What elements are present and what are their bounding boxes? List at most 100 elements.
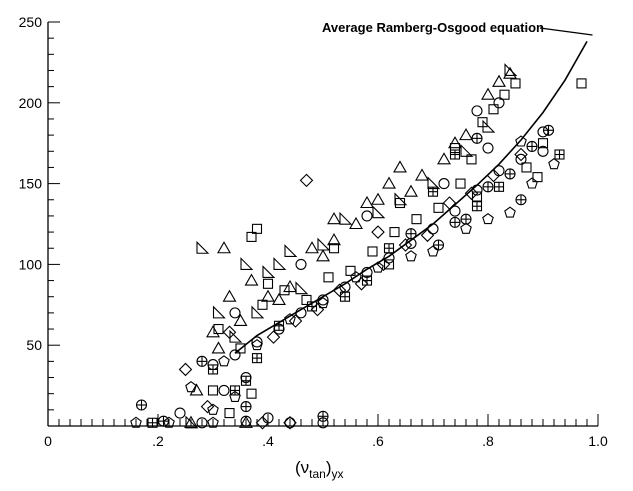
point-right-triangle <box>295 281 309 295</box>
data-point <box>207 364 219 375</box>
data-point <box>229 349 241 361</box>
data-point <box>279 285 290 296</box>
data-point <box>262 278 274 289</box>
data-point <box>229 385 241 396</box>
data-point <box>218 355 230 367</box>
data-point <box>207 385 219 396</box>
point-circle <box>515 153 527 165</box>
data-point <box>383 243 395 254</box>
point-diamond <box>283 415 297 430</box>
data-point <box>196 417 208 429</box>
point-circle <box>471 105 483 117</box>
data-point <box>515 135 527 147</box>
data-point <box>405 228 417 240</box>
data-point <box>554 149 565 160</box>
point-diamond <box>178 362 193 377</box>
point-square <box>521 162 532 173</box>
point-circle <box>196 417 208 429</box>
data-point <box>493 181 505 192</box>
point-diamond <box>288 314 303 328</box>
data-point <box>437 152 451 165</box>
y-tick-label: 100 <box>19 256 43 272</box>
data-point <box>189 383 204 396</box>
data-point <box>240 401 252 413</box>
point-triangle <box>272 292 286 306</box>
point-square <box>251 223 263 234</box>
data-point <box>135 399 148 411</box>
data-point <box>196 355 208 367</box>
data-point <box>455 178 466 189</box>
data-point <box>239 415 253 428</box>
data-point <box>295 281 309 295</box>
point-pentagon <box>317 297 329 309</box>
data-point <box>273 257 287 270</box>
point-triangle <box>222 289 237 302</box>
point-diamond <box>371 225 385 239</box>
point-pentagon <box>284 313 296 325</box>
point-pentagon <box>251 339 263 351</box>
data-point <box>339 291 351 302</box>
point-square <box>455 178 466 189</box>
data-point <box>481 87 495 100</box>
data-point <box>404 184 418 197</box>
point-diamond <box>398 238 413 252</box>
point-square <box>262 278 274 289</box>
point-pentagon <box>207 403 219 415</box>
axis-ticks <box>47 21 599 426</box>
data-point <box>482 119 496 133</box>
point-square <box>433 202 444 213</box>
data-point <box>217 241 231 254</box>
point-circle <box>493 97 505 109</box>
data-point <box>371 192 385 205</box>
point-triangle <box>448 136 462 149</box>
point-square <box>411 214 422 225</box>
data-point <box>251 353 263 364</box>
data-point <box>405 250 417 262</box>
data-point <box>482 213 494 225</box>
data-point <box>493 97 505 109</box>
data-point <box>257 299 268 310</box>
data-point <box>163 416 175 428</box>
data-point <box>251 336 263 348</box>
data-point <box>438 178 450 190</box>
data-point <box>482 181 494 193</box>
data-point <box>196 240 210 254</box>
data-point <box>244 273 259 286</box>
point-circle <box>229 349 241 361</box>
point-square <box>328 243 340 254</box>
ramberg-osgood-curve <box>234 41 588 354</box>
point-pentagon <box>229 390 241 402</box>
data-point <box>200 399 215 414</box>
data-point <box>471 105 483 117</box>
point-diamond <box>266 330 281 344</box>
point-pentagon <box>482 213 494 225</box>
data-point <box>383 259 395 270</box>
point-right-triangle <box>212 305 226 319</box>
data-point <box>449 205 461 217</box>
point-triangle <box>492 74 506 87</box>
point-square <box>488 104 499 115</box>
point-diamond <box>332 283 347 298</box>
data-point <box>261 289 275 302</box>
plot-axes <box>47 22 598 427</box>
data-point <box>262 265 276 279</box>
data-point <box>206 325 220 338</box>
point-circle <box>218 384 230 396</box>
point-pentagon <box>548 158 560 170</box>
data-point <box>449 149 461 160</box>
point-right-triangle <box>273 257 287 270</box>
data-point <box>515 153 527 165</box>
y-tick-label: 250 <box>19 14 43 30</box>
data-point <box>266 330 281 344</box>
point-circle <box>482 142 494 154</box>
point-triangle <box>349 216 363 230</box>
point-triangle <box>189 383 204 396</box>
data-point <box>576 78 587 89</box>
point-circle <box>251 336 263 348</box>
point-triangle <box>211 341 226 354</box>
data-point <box>305 241 319 254</box>
data-point <box>211 341 226 354</box>
point-square <box>576 78 587 89</box>
data-point <box>207 403 219 415</box>
data-point <box>492 74 506 87</box>
